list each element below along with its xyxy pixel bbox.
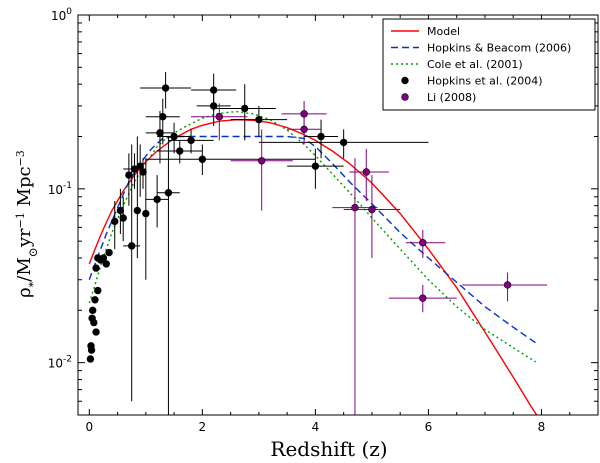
point-li-2008 (368, 205, 376, 214)
legend-label-hopkins-et-al-2004: Hopkins et al. (2004) (427, 75, 543, 88)
point-hopkins-et-al-2004 (125, 171, 133, 179)
point-hopkins-et-al-2004 (116, 206, 125, 215)
plot-frame (77, 14, 599, 416)
point-hopkins-et-al-2004 (255, 115, 263, 124)
point-hopkins-et-al-2004 (159, 112, 167, 121)
point-li-2008 (300, 110, 308, 118)
point-hopkins-et-al-2004 (153, 195, 161, 204)
point-li-2008 (503, 281, 512, 289)
line-cole-et-al-2001 (88, 110, 537, 363)
y-tick-label: 10-1 (48, 181, 72, 197)
point-hopkins-et-al-2004 (142, 209, 150, 218)
x-axis-label: Redshift (z) (270, 437, 387, 461)
point-hopkins-et-al-2004 (339, 138, 348, 147)
point-hopkins-et-al-2004 (92, 328, 100, 336)
legend-swatch-hopkins-et-al-2004 (401, 76, 409, 85)
legend-box (382, 18, 596, 111)
point-hopkins-et-al-2004 (105, 248, 113, 257)
point-li-2008 (419, 294, 427, 302)
plot-area (86, 72, 548, 415)
y-tick-label: 10-2 (48, 355, 72, 371)
x-tick-label: 8 (538, 420, 546, 434)
point-li-2008 (215, 112, 224, 121)
point-hopkins-et-al-2004 (170, 132, 178, 141)
legend: Model Hopkins & Beacom (2006) Cole et al. … (382, 18, 596, 111)
x-tick-label: 6 (425, 420, 433, 434)
point-hopkins-et-al-2004 (119, 214, 127, 222)
point-hopkins-et-al-2004 (139, 168, 147, 176)
x-tick-label: 0 (85, 420, 93, 434)
legend-label-li-2008: Li (2008) (427, 91, 476, 104)
point-hopkins-et-al-2004 (90, 318, 98, 327)
point-hopkins-et-al-2004 (88, 306, 97, 315)
legend-label-cole-et-al-2001: Cole et al. (2001) (427, 58, 523, 71)
point-hopkins-et-al-2004 (92, 264, 100, 272)
point-hopkins-et-al-2004 (164, 189, 173, 197)
legend-label-hopkins-beacom-2006: Hopkins & Beacom (2006) (427, 42, 571, 55)
legend-swatch-li-2008 (401, 93, 409, 101)
x-tick-label: 4 (312, 420, 320, 434)
point-hopkins-et-al-2004 (86, 355, 95, 363)
point-li-2008 (419, 238, 427, 247)
point-hopkins-et-al-2004 (161, 84, 170, 92)
point-hopkins-et-al-2004 (127, 242, 136, 250)
point-hopkins-et-al-2004 (87, 346, 96, 354)
axes: 0 2 4 6 8 10-2 10-1 100 (48, 7, 599, 434)
point-hopkins-et-al-2004 (209, 102, 218, 110)
y-tick-label: 100 (51, 7, 72, 23)
y-axis-label: ρ*/M⊙yr−1 Mpc−3 (14, 150, 41, 298)
point-hopkins-et-al-2004 (176, 147, 184, 155)
point-hopkins-et-al-2004 (94, 286, 102, 295)
point-hopkins-et-al-2004 (111, 217, 119, 226)
plot-content (86, 72, 548, 415)
point-li-2008 (362, 168, 370, 176)
point-hopkins-et-al-2004 (136, 162, 144, 170)
x-tick-label: 2 (199, 420, 207, 434)
point-hopkins-et-al-2004 (133, 206, 142, 215)
point-hopkins-et-al-2004 (99, 254, 108, 262)
point-hopkins-et-al-2004 (311, 162, 320, 170)
point-hopkins-et-al-2004 (241, 104, 249, 113)
point-hopkins-et-al-2004 (198, 155, 207, 163)
legend-label-model: Model (427, 25, 460, 38)
point-hopkins-et-al-2004 (317, 132, 325, 141)
point-hopkins-et-al-2004 (102, 260, 110, 268)
point-li-2008 (300, 125, 308, 134)
point-hopkins-et-al-2004 (91, 296, 99, 304)
point-hopkins-et-al-2004 (187, 136, 195, 145)
point-li-2008 (257, 157, 266, 165)
